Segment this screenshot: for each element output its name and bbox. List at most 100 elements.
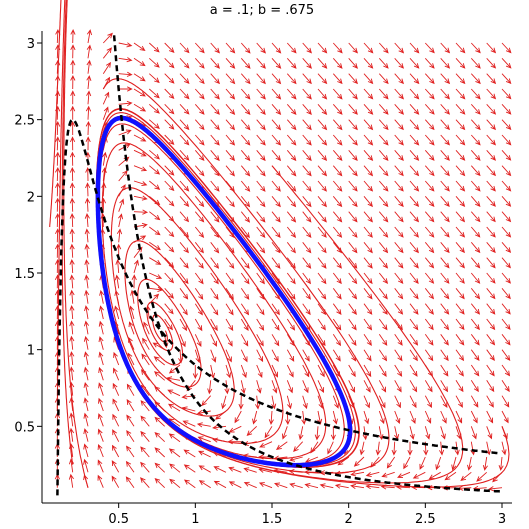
field-arrow	[55, 90, 61, 105]
field-arrow	[179, 196, 190, 207]
x-tick-label: 0.5	[108, 512, 129, 527]
field-arrow	[440, 426, 446, 440]
field-arrow	[394, 380, 402, 393]
field-arrow	[83, 428, 89, 442]
field-arrow	[86, 75, 92, 90]
field-arrow	[486, 42, 497, 54]
field-arrow	[440, 88, 450, 100]
field-arrow	[348, 119, 358, 131]
field-arrow	[210, 104, 220, 115]
field-arrow	[84, 228, 90, 243]
x-nullcline-line	[56, 118, 502, 496]
field-arrow	[85, 120, 91, 136]
field-arrow	[55, 59, 61, 74]
field-arrow	[455, 395, 463, 408]
field-arrow	[274, 482, 288, 489]
field-arrow	[179, 88, 190, 100]
field-arrow	[225, 226, 235, 239]
field-arrow	[84, 212, 90, 228]
field-arrow	[225, 180, 235, 192]
field-arrow	[302, 288, 311, 300]
field-arrow	[498, 456, 504, 471]
field-arrow	[455, 57, 466, 69]
field-arrow	[55, 197, 61, 212]
field-arrow	[275, 441, 288, 451]
field-arrow	[378, 211, 389, 223]
field-arrow	[225, 134, 236, 146]
field-arrow	[378, 242, 389, 254]
field-arrow	[149, 165, 161, 175]
field-arrow	[424, 150, 435, 161]
field-arrow	[440, 349, 449, 362]
field-arrow	[225, 242, 235, 254]
field-arrow	[440, 226, 450, 238]
field-arrow	[394, 349, 403, 362]
field-arrow	[153, 356, 165, 366]
field-arrow	[363, 134, 374, 146]
field-arrow	[286, 42, 297, 54]
field-arrow	[118, 100, 133, 107]
field-arrow	[476, 471, 488, 482]
field-arrow	[409, 349, 418, 362]
field-arrow	[240, 334, 249, 347]
field-arrow	[149, 103, 160, 114]
field-arrow	[198, 465, 211, 473]
field-arrow	[70, 105, 76, 120]
limit-cycle	[95, 115, 353, 468]
field-arrow	[470, 196, 481, 207]
field-arrow	[424, 165, 435, 177]
field-arrow	[501, 288, 511, 300]
field-arrow	[55, 166, 61, 182]
field-arrow	[271, 318, 280, 331]
field-arrow	[470, 103, 481, 115]
field-arrow	[332, 410, 338, 425]
field-arrow	[225, 288, 234, 300]
field-arrow	[164, 272, 175, 284]
field-arrow	[210, 180, 220, 192]
field-arrow	[332, 211, 343, 223]
field-arrow	[363, 58, 374, 69]
field-arrow	[133, 259, 139, 274]
field-arrow	[378, 180, 389, 192]
field-arrow	[256, 349, 264, 363]
x-tick-label: 3	[498, 512, 506, 527]
field-arrow	[271, 196, 281, 208]
field-arrow	[240, 226, 250, 239]
field-arrow	[317, 165, 328, 177]
field-arrow	[359, 441, 365, 456]
field-arrow	[455, 380, 464, 393]
field-arrow	[289, 482, 303, 489]
field-arrow	[210, 58, 221, 69]
field-arrow	[394, 165, 404, 177]
field-arrow	[148, 42, 160, 53]
field-arrow	[118, 71, 133, 77]
field-arrow	[486, 180, 496, 192]
field-arrow	[194, 242, 204, 254]
field-arrow	[149, 149, 160, 160]
field-arrow	[348, 134, 358, 146]
field-arrow	[154, 477, 166, 489]
field-arrow	[317, 288, 327, 300]
field-arrow	[363, 104, 374, 115]
field-arrow	[440, 395, 448, 409]
field-arrow	[70, 74, 76, 90]
field-arrow	[378, 226, 389, 238]
field-arrow	[225, 272, 235, 285]
field-arrow	[470, 211, 481, 223]
field-arrow	[179, 57, 190, 69]
field-arrow	[126, 445, 135, 458]
field-arrow	[440, 150, 450, 161]
field-arrow	[98, 397, 104, 412]
field-arrow	[470, 42, 481, 54]
field-arrow	[194, 318, 203, 332]
field-arrow	[194, 257, 204, 269]
field-arrow	[69, 351, 75, 366]
nullclines	[56, 35, 502, 496]
field-arrow	[149, 119, 160, 129]
field-arrow	[455, 272, 465, 284]
field-arrow	[98, 336, 104, 350]
field-arrow	[240, 380, 246, 395]
field-arrow	[209, 364, 216, 379]
field-arrow	[302, 257, 312, 269]
field-arrow	[98, 320, 104, 335]
